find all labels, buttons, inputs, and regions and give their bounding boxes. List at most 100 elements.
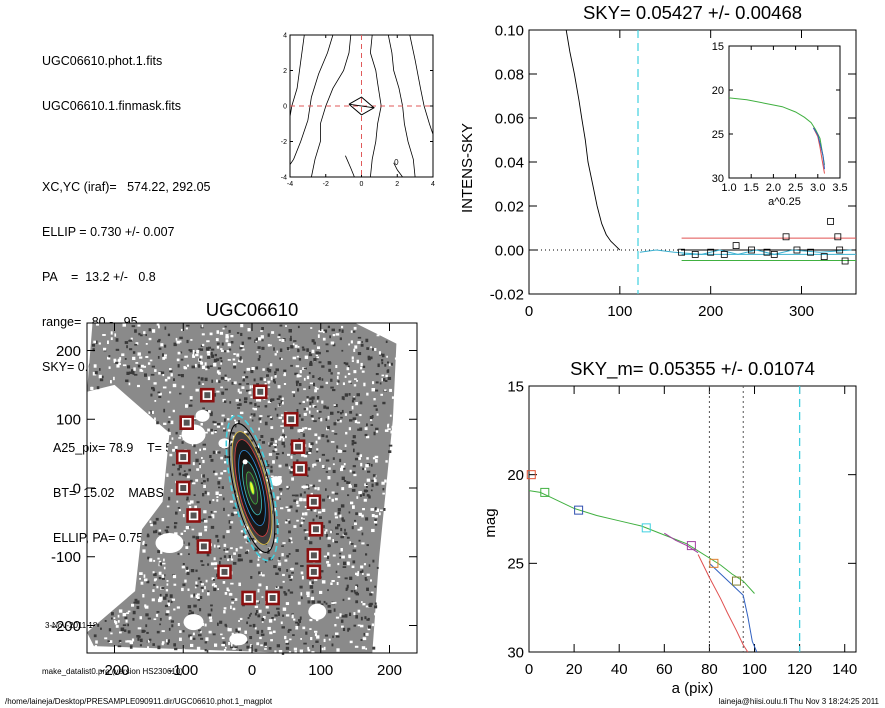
image-speckle [254, 540, 257, 543]
image-speckle [371, 388, 376, 392]
image-speckle [281, 419, 285, 423]
image-speckle [167, 420, 171, 424]
image-speckle [258, 355, 261, 359]
mag-series-1 [697, 554, 749, 653]
mag-xtick-label: 40 [611, 661, 628, 678]
image-speckle [111, 612, 114, 616]
image-speckle [142, 542, 145, 545]
image-speckle [331, 643, 334, 647]
image-speckle [202, 493, 205, 497]
image-speckle [218, 494, 222, 496]
image-speckle [117, 645, 122, 648]
image-speckle [176, 606, 180, 609]
sky_inset-xtick-label: 3.5 [832, 182, 847, 194]
contour-xtick-label: -2 [323, 181, 329, 188]
image-speckle [387, 361, 389, 364]
image-speckle [293, 618, 296, 621]
image-speckle [157, 645, 161, 650]
image-speckle [366, 544, 369, 547]
image-speckle [308, 452, 312, 455]
image-speckle [217, 622, 219, 626]
image-speckle [381, 374, 385, 377]
image-speckle [211, 583, 214, 587]
image-speckle [223, 400, 227, 403]
image-speckle [335, 526, 339, 530]
image-speckle [310, 442, 314, 446]
image-speckle [374, 507, 377, 511]
sky-box-marker [691, 250, 699, 258]
image-sky-box-inner [297, 465, 304, 472]
image-speckle [384, 380, 388, 382]
image-speckle [224, 325, 227, 328]
image-speckle [369, 593, 373, 596]
image-speckle [242, 378, 245, 382]
image-speckle [158, 571, 162, 575]
image-speckle [353, 370, 357, 374]
mag-xtick-label: 80 [701, 661, 718, 678]
image-speckle [220, 472, 223, 475]
image-speckle [221, 414, 225, 417]
footer-path: /home/laineja/Desktop/PRESAMPLE090911.di… [5, 697, 273, 706]
image-speckle [314, 405, 317, 408]
image-speckle [312, 484, 315, 488]
image-speckle [272, 378, 276, 383]
image-speckle [165, 531, 169, 534]
image-speckle [92, 371, 97, 376]
sky_inset-xtick-label: 1.5 [744, 182, 759, 194]
image-speckle [328, 638, 331, 641]
image-speckle [308, 410, 311, 414]
image-speckle [294, 372, 298, 376]
image-speckle [239, 357, 242, 361]
image-speckle [308, 353, 313, 357]
image-speckle [274, 650, 277, 653]
sky-box-marker [748, 246, 755, 254]
image-speckle [241, 341, 244, 346]
image-speckle [320, 570, 324, 573]
image-speckle [186, 498, 189, 501]
image-speckle [352, 435, 356, 439]
image-speckle [354, 457, 359, 461]
image-speckle [323, 525, 325, 529]
image-speckle [199, 464, 201, 469]
image-speckle [182, 474, 186, 477]
image-speckle [296, 382, 298, 386]
image-speckle [340, 504, 345, 508]
image-speckle [287, 519, 290, 521]
image-speckle [230, 547, 233, 550]
image-speckle [297, 349, 300, 353]
image-speckle [216, 345, 220, 349]
image-speckle [260, 435, 264, 438]
image-speckle [188, 634, 192, 638]
image-speckle [316, 448, 319, 451]
image-speckle [203, 519, 208, 523]
image-speckle [173, 583, 177, 586]
image-speckle [278, 557, 281, 561]
image-speckle [170, 620, 175, 623]
image-speckle [261, 346, 265, 350]
image-speckle [277, 559, 281, 562]
image-speckle [366, 478, 370, 482]
image-speckle [143, 630, 146, 633]
image-speckle [202, 443, 207, 446]
image-speckle [368, 603, 372, 607]
image-speckle [194, 363, 197, 368]
image-speckle [302, 519, 305, 522]
image-speckle [273, 618, 276, 621]
image-speckle [169, 368, 172, 371]
image-speckle [346, 584, 349, 588]
image-speckle [185, 569, 189, 573]
image-speckle [353, 590, 356, 593]
image-speckle [278, 612, 281, 616]
image-speckle [283, 373, 286, 377]
image-speckle [95, 640, 98, 644]
image-speckle [222, 643, 225, 647]
image-speckle [353, 441, 357, 445]
image-speckle [298, 414, 301, 418]
image-speckle [326, 561, 330, 564]
image-speckle [387, 369, 390, 373]
image-speckle [136, 600, 140, 604]
image-speckle [366, 618, 369, 621]
image-speckle [157, 550, 161, 554]
image-speckle [121, 353, 125, 357]
image-speckle [304, 427, 308, 430]
